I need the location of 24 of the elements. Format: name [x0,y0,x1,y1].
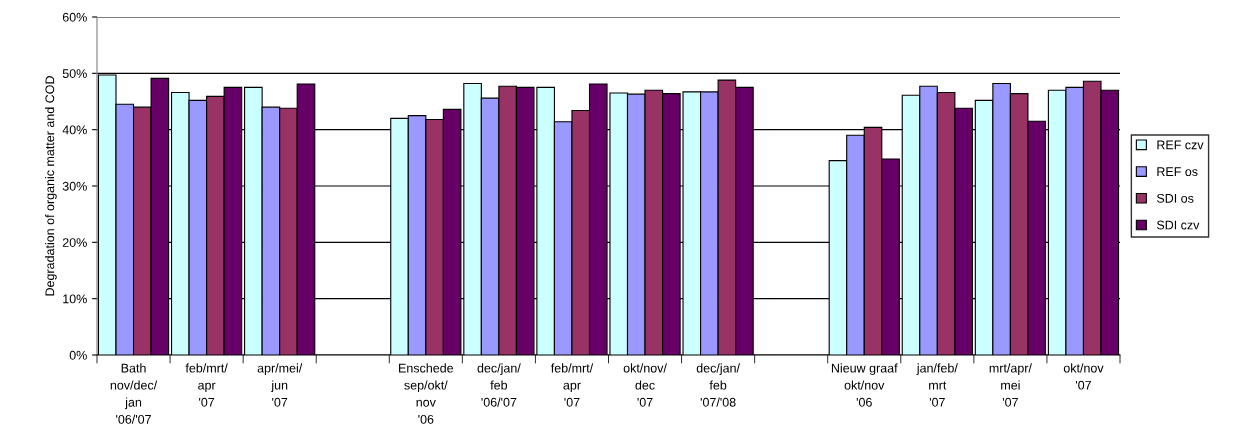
legend-label: SDI os [1156,193,1194,203]
y-tick-label: 10% [63,294,87,304]
y-tick-label: 0% [69,350,87,360]
y-tick-label: 40% [62,125,87,135]
x-tick-label: dec/jan/ feb '06/'07 [477,363,521,407]
x-tick-label: Bath nov/dec/ jan '06/'07 [110,363,158,424]
legend-label: REF os [1157,167,1198,177]
x-tick-label: dec/jan/ feb '07/'08 [696,363,740,407]
x-tick-label: jan/feb/ mrt '07 [916,363,958,407]
y-tick-label: 30% [62,181,87,191]
x-tick-label: feb/mrt/ apr '07 [185,363,228,407]
x-tick-label: Nieuw graaf okt/nov '06 [831,363,898,407]
x-tick-label: apr/mei/ jun '07 [257,363,303,407]
x-tick-label: okt/nov '07 [1063,363,1104,390]
legend-label: REF czv [1157,140,1204,150]
y-tick-label: 50% [62,69,87,78]
legend-label: SDI czv [1156,220,1200,230]
x-tick-label: feb/mrt/ apr '07 [550,363,594,407]
x-tick-label: mrt/apr/ mei '07 [989,363,1032,407]
y-tick-label: 60% [62,12,87,22]
y-tick-label: 20% [62,238,87,247]
x-tick-label: Enschede sep/okt/ nov '06 [399,363,454,424]
y-axis-title: Degradation of organic matter and COD [45,76,57,296]
x-tick-label: okt/nov/ dec '07 [623,363,667,407]
